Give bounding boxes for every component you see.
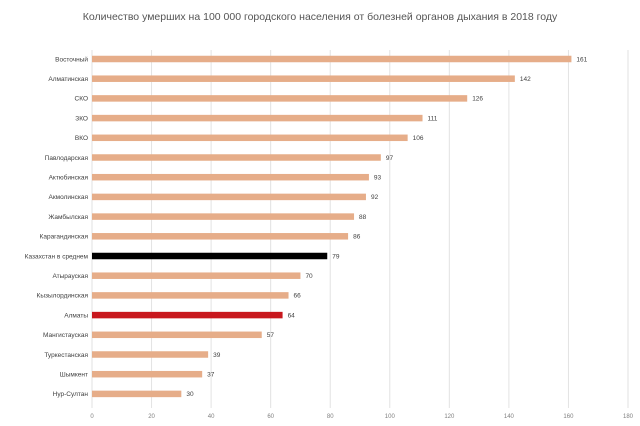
bar: [92, 272, 301, 279]
x-tick-label: 0: [90, 414, 94, 420]
value-label: 93: [374, 175, 382, 182]
bar: [92, 331, 262, 339]
bar: [92, 233, 349, 240]
value-label: 142: [520, 76, 531, 83]
value-label: 92: [371, 194, 379, 201]
bar: [92, 351, 209, 358]
x-tick-label: 20: [148, 414, 155, 420]
bar: [92, 154, 381, 161]
value-label: 64: [288, 312, 296, 319]
highlight-bar: [92, 311, 283, 319]
x-tick-label: 80: [327, 414, 334, 420]
value-label: 39: [213, 352, 221, 359]
bar: [92, 114, 423, 122]
category-label: Алматинская: [48, 76, 88, 83]
category-label: Атырауская: [52, 273, 88, 280]
bar: [92, 134, 408, 142]
value-label: 57: [267, 332, 275, 339]
bar: [92, 213, 355, 220]
category-label: Карагандинская: [40, 234, 89, 241]
value-label: 126: [472, 96, 483, 103]
x-tick-label: 140: [504, 414, 515, 420]
bar: [92, 55, 572, 63]
x-tick-label: 120: [444, 414, 455, 420]
value-label: 30: [186, 391, 194, 398]
category-label: Алматы: [64, 312, 88, 319]
bar: [92, 390, 182, 398]
value-label: 111: [428, 115, 438, 122]
bar: [92, 173, 369, 181]
x-tick-label: 160: [563, 414, 574, 420]
bar: [92, 370, 203, 378]
category-label: Туркестанская: [44, 352, 88, 359]
category-label: ВКО: [75, 135, 88, 142]
value-label: 161: [576, 56, 587, 63]
x-tick-label: 100: [385, 414, 396, 420]
category-label: Нур-Султан: [53, 391, 89, 398]
category-label: Акмолинская: [48, 194, 88, 201]
category-label: Казахстан в среднем: [25, 253, 89, 260]
bar: [92, 292, 289, 299]
value-label: 86: [353, 234, 361, 241]
x-tick-label: 40: [208, 414, 215, 420]
value-label: 97: [386, 155, 394, 162]
category-label: Кызылординская: [37, 293, 89, 300]
bar: [92, 95, 468, 102]
x-tick-label: 60: [267, 414, 274, 420]
value-label: 88: [359, 214, 367, 221]
bar: [92, 193, 366, 201]
category-label: Павлодарская: [45, 155, 89, 162]
category-label: Жамбылская: [48, 213, 88, 221]
category-label: Восточный: [55, 55, 88, 63]
category-label: Мангистауская: [43, 332, 88, 339]
bar: [92, 75, 515, 82]
value-label: 66: [294, 293, 302, 300]
value-label: 106: [413, 135, 424, 142]
value-label: 70: [305, 273, 313, 280]
value-label: 37: [207, 372, 215, 379]
category-label: СКО: [75, 96, 88, 103]
value-label: 79: [332, 253, 340, 260]
category-label: ЗКО: [75, 115, 88, 122]
average-bar: [92, 252, 328, 260]
category-label: Актюбинская: [49, 174, 89, 182]
x-tick-label: 180: [623, 414, 634, 420]
category-label: Шымкент: [60, 372, 88, 379]
chart-title: Количество умерших на 100 000 городского…: [82, 11, 558, 23]
